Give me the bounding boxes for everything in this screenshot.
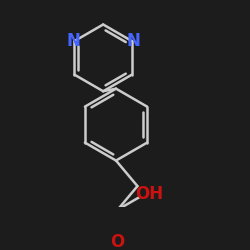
Text: N: N bbox=[126, 32, 140, 50]
Text: O: O bbox=[110, 233, 125, 250]
Text: N: N bbox=[66, 32, 80, 50]
Text: OH: OH bbox=[135, 185, 163, 203]
